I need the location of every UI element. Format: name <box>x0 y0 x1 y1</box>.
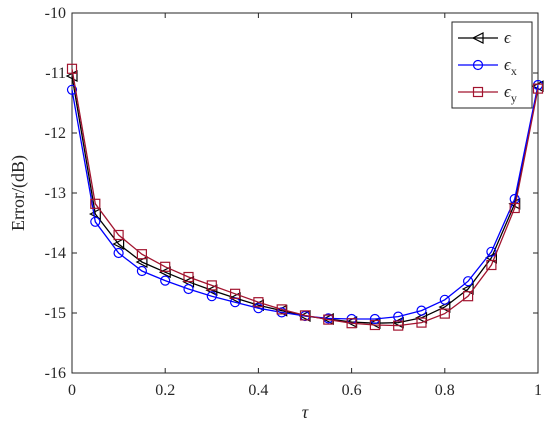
y-tick-label: -15 <box>45 305 66 322</box>
data-point <box>113 229 124 241</box>
data-point <box>183 271 194 283</box>
data-point <box>486 246 497 257</box>
data-point <box>463 276 474 287</box>
series-line <box>71 68 539 327</box>
data-point <box>206 280 217 291</box>
data-point <box>416 305 427 316</box>
data-point <box>346 318 357 329</box>
y-tick-label: -12 <box>45 125 66 142</box>
data-point <box>299 310 311 321</box>
data-point <box>206 291 217 302</box>
data-point <box>369 313 380 325</box>
data-point <box>183 283 194 295</box>
data-point <box>276 304 287 315</box>
data-point <box>439 294 450 305</box>
data-point <box>486 259 497 271</box>
data-point <box>323 314 334 325</box>
y-tick-label: -13 <box>45 185 66 202</box>
legend-label: ϵ <box>504 28 512 47</box>
data-point <box>113 247 124 259</box>
x-tick-label: 0 <box>68 382 76 399</box>
data-point <box>88 208 101 220</box>
y-tick-label: -11 <box>45 65 66 82</box>
data-point <box>393 320 404 331</box>
data-point <box>253 303 264 314</box>
series-layer <box>65 63 544 331</box>
data-point <box>463 291 474 302</box>
legend-marker <box>471 32 484 44</box>
legend-subscript: x <box>511 64 517 78</box>
data-point <box>160 261 171 272</box>
data-point <box>416 317 427 328</box>
data-point <box>136 249 147 260</box>
y-axis: -16 -15 -14 -13 -12 -11 -10 <box>45 5 538 382</box>
y-tick-label: -10 <box>45 5 66 22</box>
legend-marker <box>472 59 484 71</box>
data-point <box>135 256 148 268</box>
legend-marker <box>472 86 484 98</box>
x-tick-label: 0.8 <box>435 382 455 399</box>
x-axis-label: τ <box>302 402 309 422</box>
x-axis: 0 0.2 0.4 0.6 0.8 1 <box>68 13 542 399</box>
data-point <box>439 308 450 319</box>
data-point <box>158 266 171 279</box>
data-point <box>66 63 78 74</box>
data-point <box>136 265 147 277</box>
x-tick-label: 0.6 <box>342 382 362 399</box>
x-tick-label: 1 <box>534 382 542 399</box>
data-point <box>509 202 520 214</box>
legend-item: ϵ <box>458 28 512 47</box>
data-point <box>66 84 78 95</box>
data-point <box>369 319 380 331</box>
x-tick-label: 0.2 <box>155 382 175 399</box>
data-point <box>90 216 101 227</box>
data-point <box>532 83 544 94</box>
x-tick-label: 0.4 <box>248 382 268 399</box>
data-point <box>253 297 264 308</box>
data-point <box>160 275 171 286</box>
data-point <box>90 198 101 209</box>
data-point <box>230 288 241 299</box>
series-3 <box>66 63 544 331</box>
data-point <box>112 238 125 250</box>
y-tick-label: -14 <box>45 245 66 262</box>
y-tick-label: -16 <box>45 365 66 382</box>
y-axis-label: Error/(dB) <box>8 155 29 231</box>
legend-subscript: y <box>511 91 517 105</box>
